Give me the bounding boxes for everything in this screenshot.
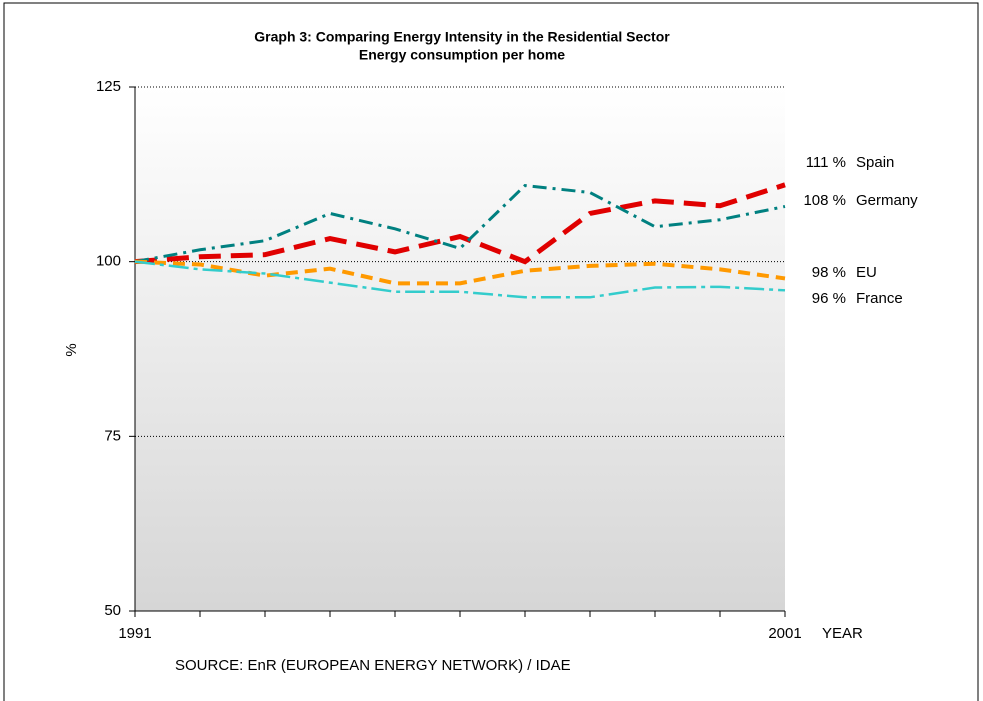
legend-label: Spain	[856, 154, 894, 171]
series-line	[134, 183, 786, 264]
end-value-label: 98 %	[812, 264, 846, 281]
chart-title: Graph 3: Comparing Energy Intensity in t…	[254, 29, 670, 45]
legend-label: France	[856, 290, 903, 307]
series-line	[134, 182, 786, 265]
source: SOURCE: EnR (EUROPEAN ENERGY NETWORK) / …	[175, 657, 571, 674]
series-line	[134, 260, 786, 299]
series-line	[134, 259, 786, 286]
legend-label: EU	[856, 264, 877, 281]
end-value-label: 96 %	[812, 290, 846, 307]
chart-subtitle: Energy consumption per home	[359, 47, 565, 63]
y-axis-label: %	[63, 343, 80, 356]
y-tick-label: 125	[96, 78, 121, 95]
legend-label: Germany	[856, 192, 918, 209]
x-axis-label: YEAR	[822, 625, 863, 642]
end-value-label: 111 %	[806, 154, 846, 171]
x-tick-label: 1991	[118, 625, 151, 642]
plot-area	[135, 87, 785, 611]
x-tick-label: 2001	[768, 625, 801, 642]
y-tick-label: 100	[96, 253, 121, 270]
y-tick-label: 50	[104, 602, 121, 619]
y-tick-label: 75	[104, 427, 121, 444]
end-value-label: 108 %	[803, 192, 846, 209]
frame	[3, 2, 979, 701]
